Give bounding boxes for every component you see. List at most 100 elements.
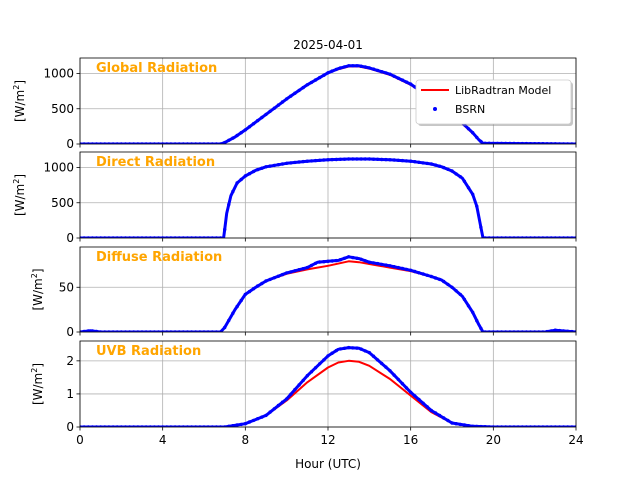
series-point-bsrn: [156, 330, 161, 332]
series-point-bsrn: [243, 422, 247, 426]
series-point-bsrn: [409, 159, 413, 163]
series-point-bsrn: [165, 425, 169, 427]
series-point-bsrn: [165, 236, 169, 238]
series-point-bsrn: [359, 157, 363, 161]
series-point-bsrn: [82, 236, 86, 238]
series-point-bsrn: [194, 142, 198, 144]
series-point-bsrn: [260, 281, 264, 286]
series-point-bsrn: [251, 122, 256, 126]
series-point-bsrn: [264, 279, 268, 283]
y-unit-exponent: 2: [30, 273, 39, 278]
series-point-bsrn: [545, 425, 549, 427]
series-point-bsrn: [574, 425, 576, 427]
series-point-bsrn: [351, 346, 355, 350]
series-point-bsrn: [152, 425, 157, 427]
series-point-bsrn: [557, 236, 562, 238]
series-point-bsrn: [566, 425, 570, 427]
series-point-bsrn: [247, 420, 252, 424]
series-point-bsrn: [119, 330, 123, 332]
series-point-bsrn: [223, 140, 227, 144]
series-point-bsrn: [280, 162, 285, 166]
series-point-bsrn: [504, 330, 508, 332]
series-point-bsrn: [334, 157, 338, 162]
series-point-bsrn: [537, 425, 541, 427]
series-point-bsrn: [293, 91, 297, 95]
series-point-bsrn: [404, 386, 409, 390]
series-point-bsrn: [454, 172, 458, 176]
series-point-bsrn: [165, 330, 169, 332]
series-point-bsrn: [433, 276, 438, 280]
y-tick-label: 0: [66, 325, 74, 339]
series-point-bsrn: [297, 268, 301, 272]
series-point-bsrn: [516, 141, 520, 144]
series-point-bsrn: [152, 330, 157, 332]
series-point-bsrn: [210, 236, 214, 238]
series-point-bsrn: [173, 425, 177, 427]
series-point-bsrn: [194, 330, 198, 332]
series-point-bsrn: [140, 236, 144, 238]
series-point-bsrn: [446, 167, 450, 171]
series-point-bsrn: [454, 289, 458, 293]
series-point-bsrn: [272, 407, 276, 411]
series-point-bsrn: [156, 425, 161, 427]
series-point-bsrn: [347, 64, 351, 68]
series-point-bsrn: [313, 158, 318, 163]
series-point-bsrn: [264, 413, 268, 418]
series-point-bsrn: [466, 424, 471, 427]
series-point-bsrn: [322, 158, 326, 162]
series-point-bsrn: [309, 159, 314, 163]
series-point-bsrn: [144, 330, 148, 332]
series-point-bsrn: [231, 311, 235, 315]
series-point-bsrn: [260, 166, 264, 170]
series-point-bsrn: [425, 405, 429, 409]
series-point-bsrn: [375, 261, 380, 266]
series-point-bsrn: [541, 236, 545, 238]
series-point-bsrn: [90, 425, 95, 427]
series-point-bsrn: [557, 142, 562, 144]
series-point-bsrn: [223, 227, 227, 232]
series-point-bsrn: [223, 325, 227, 330]
series-point-bsrn: [202, 236, 206, 238]
series-point-bsrn: [351, 255, 355, 260]
series-point-bsrn: [127, 142, 132, 144]
series-point-bsrn: [475, 204, 479, 208]
series-point-bsrn: [471, 424, 475, 427]
series-point-bsrn: [437, 413, 442, 418]
series-point-bsrn: [127, 330, 132, 332]
series-point-bsrn: [227, 138, 231, 142]
series-point-bsrn: [247, 172, 252, 176]
series-point-bsrn: [107, 330, 111, 332]
y-tick-label: 50: [59, 280, 74, 294]
series-point-bsrn: [487, 330, 491, 332]
y-unit-prefix: [W/m: [31, 373, 45, 405]
series-point-bsrn: [450, 285, 454, 289]
series-point-bsrn: [111, 236, 115, 238]
series-point-bsrn: [285, 397, 289, 401]
series-point-bsrn: [268, 109, 272, 114]
series-point-bsrn: [516, 236, 520, 238]
series-point-bsrn: [156, 142, 161, 144]
series-point-bsrn: [528, 330, 533, 332]
series-point-bsrn: [371, 354, 376, 358]
series-point-bsrn: [99, 142, 103, 144]
series-point-bsrn: [185, 236, 190, 238]
series-point-bsrn: [289, 161, 293, 165]
series-point-bsrn: [504, 141, 508, 144]
x-tick-label: 24: [568, 433, 583, 447]
series-point-bsrn: [342, 346, 347, 350]
y-tick-label: 500: [51, 196, 74, 210]
series-point-bsrn: [355, 64, 359, 68]
series-point-bsrn: [189, 236, 194, 238]
series-point-bsrn: [80, 425, 82, 427]
panel-diffuse: 0 50 Diffuse Radiation [W/m2]: [30, 246, 577, 339]
series-point-bsrn: [90, 236, 95, 238]
series-point-bsrn: [256, 284, 260, 288]
series-point-bsrn: [301, 159, 305, 164]
series-point-bsrn: [421, 272, 425, 276]
series-point-bsrn: [132, 236, 136, 238]
series-point-bsrn: [189, 142, 194, 144]
series-point-bsrn: [82, 329, 86, 332]
series-point-bsrn: [309, 370, 314, 374]
series-point-bsrn: [148, 330, 152, 332]
series-point-bsrn: [330, 259, 334, 263]
